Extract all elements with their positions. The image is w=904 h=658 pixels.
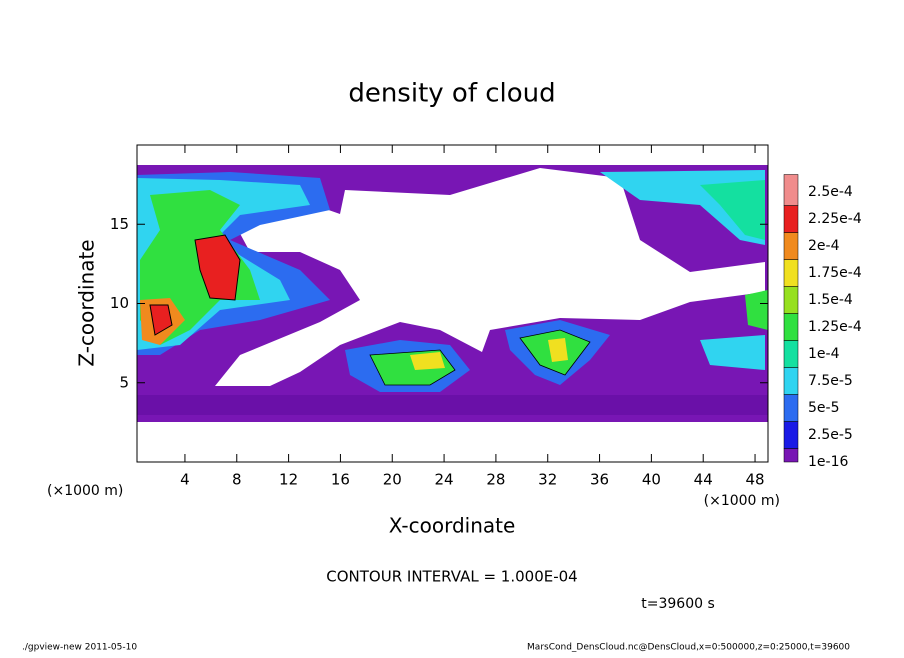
colorbar-label: 2.5e-4 <box>808 184 853 200</box>
y-tick-label: 5 <box>119 373 129 391</box>
colorbar-label: 5e-5 <box>808 400 839 416</box>
chart-title: density of cloud <box>348 79 555 109</box>
x-tick-label: 4 <box>180 471 190 489</box>
colorbar-cell <box>783 421 799 449</box>
colorbar-cell <box>783 448 799 463</box>
x-unit: (×1000 m) <box>704 493 780 509</box>
y-tick-label: 15 <box>110 215 129 233</box>
colorbar-label: 1.5e-4 <box>808 292 853 308</box>
colorbar-label: 1.25e-4 <box>808 319 862 335</box>
colorbar-label: 7.5e-5 <box>808 373 853 389</box>
colorbar-label: 1e-16 <box>808 454 848 470</box>
y-tick-label: 10 <box>110 294 129 312</box>
footer: MarsCond_DensCloud.nc@DensCloud,x=0:5000… <box>527 643 850 653</box>
x-axis-title: X-coordinate <box>389 514 516 538</box>
y-axis-title: Z-coordinate <box>75 239 99 366</box>
footer: ./gpview-new 2011-05-10 <box>22 643 137 653</box>
contour-interval: CONTOUR INTERVAL = 1.000E-04 <box>326 568 577 586</box>
x-tick-label: 32 <box>538 471 557 489</box>
colorbar-label: 1e-4 <box>808 346 840 362</box>
x-unit: (×1000 m) <box>47 483 123 499</box>
x-tick-label: 44 <box>694 471 713 489</box>
colorbar-cell <box>783 286 799 314</box>
x-tick-label: 24 <box>435 471 454 489</box>
colorbar-cell <box>783 174 799 206</box>
x-tick-label: 8 <box>232 471 242 489</box>
colorbar-label: 2.5e-5 <box>808 427 853 443</box>
colorbar-cell <box>783 394 799 422</box>
colorbar-cell <box>783 259 799 287</box>
x-tick-label: 12 <box>279 471 298 489</box>
x-tick-label: 48 <box>745 471 764 489</box>
colorbar-cell <box>783 232 799 260</box>
x-tick-label: 16 <box>331 471 350 489</box>
x-tick-label: 28 <box>486 471 505 489</box>
contour-field <box>137 165 768 422</box>
colorbar-cell <box>783 340 799 368</box>
colorbar-label: 2e-4 <box>808 238 840 254</box>
x-tick-label: 40 <box>642 471 661 489</box>
colorbar-cell <box>783 313 799 341</box>
time-label: t=39600 s <box>641 596 715 612</box>
colorbar-cell <box>783 367 799 395</box>
x-tick-label: 36 <box>590 471 609 489</box>
colorbar-label: 2.25e-4 <box>808 211 862 227</box>
x-tick-label: 20 <box>383 471 402 489</box>
colorbar-cell <box>783 205 799 233</box>
colorbar-label: 1.75e-4 <box>808 265 862 281</box>
